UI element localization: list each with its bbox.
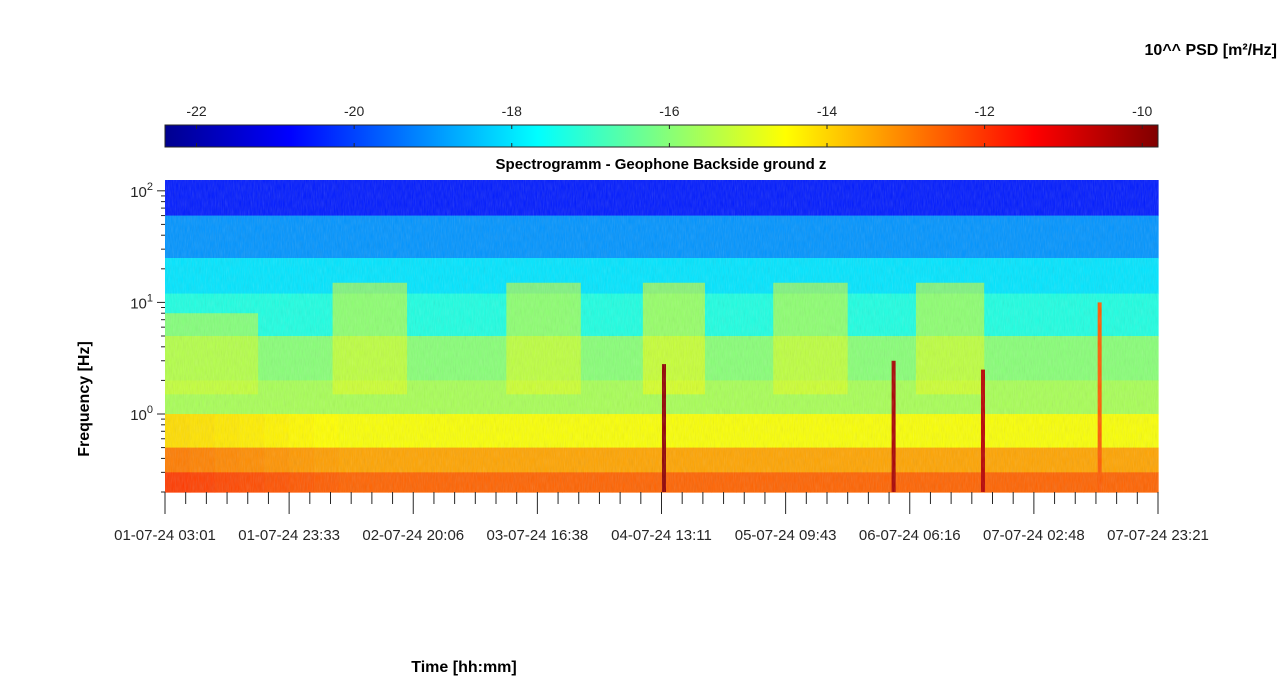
colorbar-tick-label: -12 (975, 103, 995, 119)
y-tick-label: 102 (130, 181, 153, 201)
x-tick-label: 06-07-24 06:16 (859, 527, 961, 544)
colorbar-tick-label: -20 (344, 103, 364, 119)
chart-title: Spectrogramm - Geophone Backside ground … (496, 156, 827, 173)
colorbar-tick-label: -18 (502, 103, 522, 119)
colorbar-ticks: -22 -20 -18 -16 -14 -12 -10 (186, 103, 1153, 147)
y-tick-label-exponent: 0 (147, 404, 153, 416)
x-tick-label: 05-07-24 09:43 (735, 527, 837, 544)
colorbar-bar (164, 124, 1159, 148)
colorbar-tick-label: -10 (1132, 103, 1152, 119)
x-tick-label: 01-07-24 03:01 (114, 527, 216, 544)
colorbar-tick-label: -16 (659, 103, 679, 119)
y-tick-label-base: 10 (130, 184, 147, 201)
y-tick-label-base: 10 (130, 407, 147, 424)
y-tick-label-base: 10 (130, 295, 147, 312)
colorbar-tick-label: -14 (817, 103, 837, 119)
plot-area (165, 180, 1159, 493)
y-tick-label: 101 (130, 292, 153, 312)
x-tick-label: 07-07-24 02:48 (983, 527, 1085, 544)
x-tick-label: 07-07-24 23:21 (1107, 527, 1209, 544)
y-tick-label: 100 (130, 404, 153, 424)
colorbar-tick-label: -22 (186, 103, 206, 119)
y-tick-label-exponent: 2 (147, 181, 153, 193)
x-tick-label: 01-07-24 23:33 (238, 527, 340, 544)
noise-overlay (165, 180, 1158, 492)
x-tick-label: 02-07-24 20:06 (362, 527, 464, 544)
x-tick-label: 03-07-24 16:38 (487, 527, 589, 544)
colorbar: -22 -20 -18 -16 -14 -12 -10 (164, 103, 1159, 148)
x-axis-label: Time [hh:mm] (411, 659, 516, 676)
x-tick-label: 04-07-24 13:11 (611, 527, 712, 544)
y-tick-label-exponent: 1 (147, 292, 153, 304)
y-axis-label: Frequency [Hz] (76, 341, 93, 457)
x-axis: 01-07-24 03:01 01-07-24 23:33 02-07-24 20:… (114, 492, 1209, 544)
colorbar-label: 10^^ PSD [m²/Hz] (1145, 42, 1277, 59)
